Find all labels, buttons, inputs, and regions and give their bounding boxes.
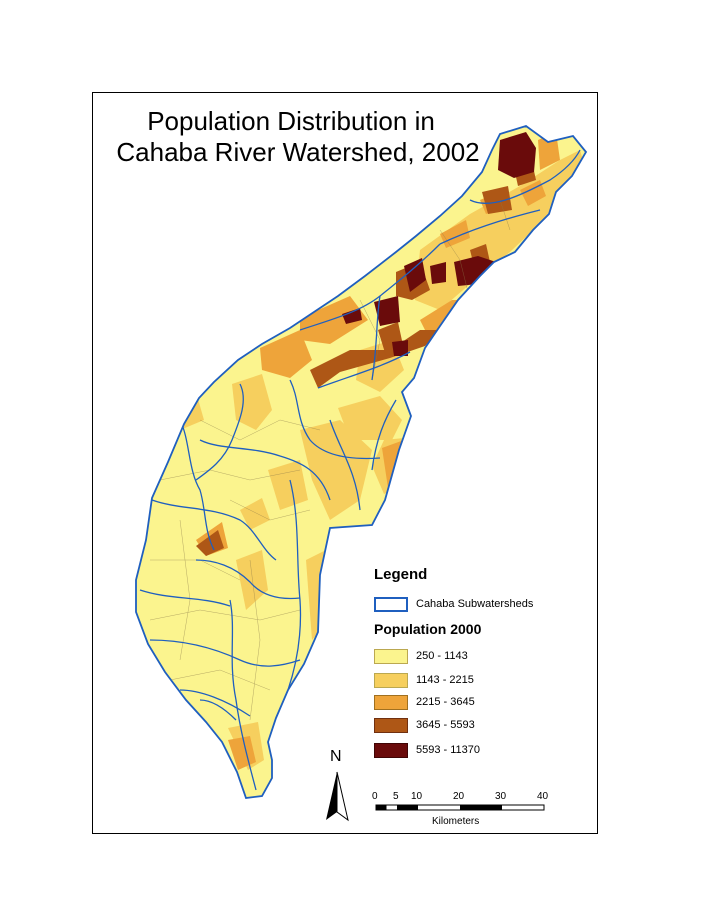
scale-tick-label: 40 (537, 791, 549, 802)
scale-units: Kilometers (432, 816, 480, 827)
legend-class-row: 5593 - 11370 (374, 740, 480, 760)
legend-class-row: 3645 - 5593 (374, 715, 475, 735)
legend-class-row: 1143 - 2215 (374, 670, 474, 690)
legend-class-label: 2215 - 3645 (416, 696, 475, 708)
scale-tick-label: 0 (372, 791, 378, 802)
scale-tick-label: 30 (495, 791, 507, 802)
legend-subwatershed-swatch (374, 596, 408, 612)
legend-class-row: 2215 - 3645 (374, 692, 475, 712)
legend-class-label: 3645 - 5593 (416, 719, 475, 731)
north-label: N (330, 748, 342, 765)
subwatershed-boundaries (139, 149, 581, 791)
tract-boundaries (149, 199, 511, 721)
scale-tick-label: 20 (453, 791, 465, 802)
population-class-5-tracts (342, 132, 536, 356)
map-title-line1: Population Distribution in (147, 106, 435, 136)
legend-population-title: Population 2000 (374, 621, 482, 637)
legend-class-swatch (374, 694, 408, 710)
north-arrow-icon (326, 771, 349, 822)
scale-tick-label: 10 (411, 791, 423, 802)
scale-bar (375, 804, 545, 811)
map-title: Population Distribution in Cahaba River … (0, 106, 560, 168)
map-title-line2: Cahaba River Watershed, 2002 (116, 137, 480, 167)
legend-class-label: 1143 - 2215 (416, 674, 474, 686)
legend-class-row: 250 - 1143 (374, 646, 468, 666)
legend-class-label: 5593 - 11370 (416, 744, 481, 756)
legend-class-swatch (374, 717, 408, 733)
legend-class-label: 250 - 1143 (416, 650, 468, 662)
legend-title: Legend (374, 566, 428, 583)
scale-tick-label: 5 (393, 791, 399, 802)
legend-subwatershed-row: Cahaba Subwatersheds (374, 594, 533, 614)
legend-class-swatch (374, 742, 408, 758)
legend-class-swatch (374, 648, 408, 664)
legend-subwatershed-label: Cahaba Subwatersheds (416, 598, 534, 610)
watershed-outline (135, 125, 588, 799)
legend-class-swatch (374, 672, 408, 688)
